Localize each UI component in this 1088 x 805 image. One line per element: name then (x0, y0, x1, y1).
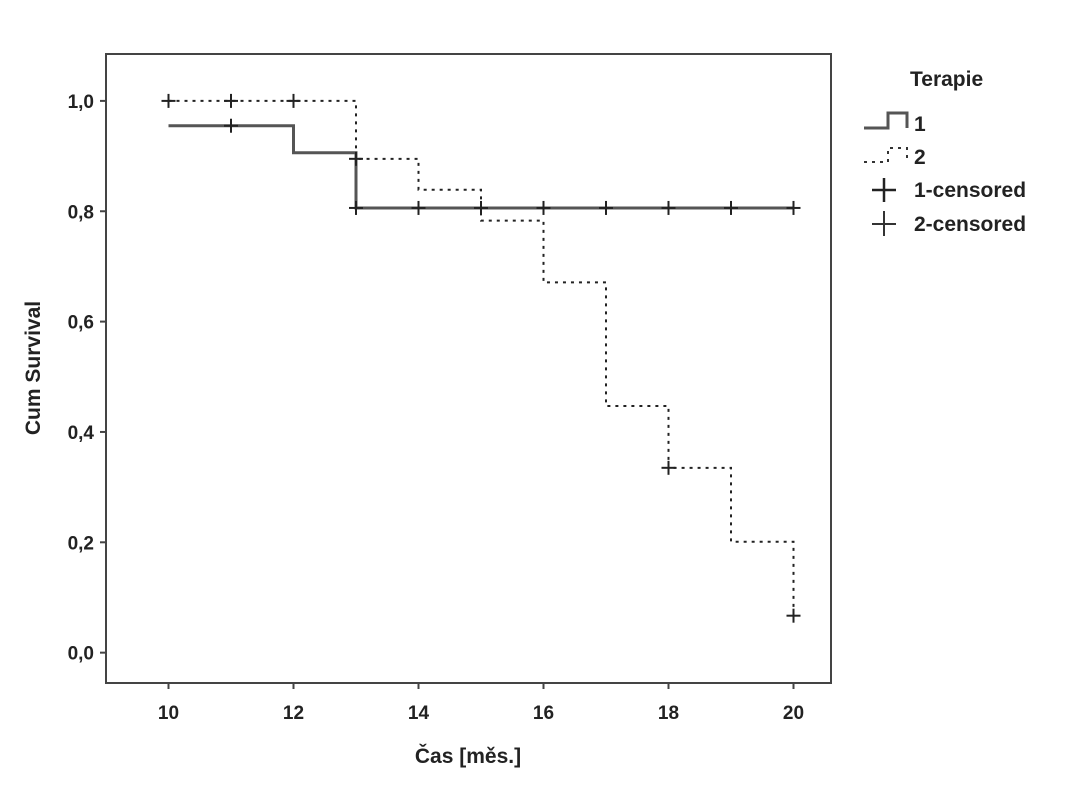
y-tick-label: 0,0 (68, 644, 94, 665)
series-2-censor-mark (661, 460, 676, 475)
legend-swatch-series-1 (864, 111, 909, 130)
legend-censor-mark-2 (872, 211, 896, 236)
series-1-censor-mark (411, 200, 426, 215)
series-1-censor-mark (536, 200, 551, 215)
y-axis-label: Cum Survival (22, 301, 45, 435)
legend-label-series-1: 1 (914, 113, 926, 136)
y-tick-label: 1,0 (68, 92, 94, 113)
series-layer (168, 99, 795, 616)
legend-title: Terapie (910, 68, 983, 91)
series-1-censor-mark (786, 200, 801, 215)
series-1-censor-mark (224, 118, 238, 133)
x-axis-label: Čas [měs.] (415, 744, 521, 768)
x-tick-label: 10 (158, 703, 179, 724)
series-1-censor-mark (724, 200, 738, 215)
series-1-censor-mark (349, 200, 363, 215)
legend: Terapie 1 2 1-censored 2-censored (864, 68, 1026, 236)
series-2-line (168, 99, 795, 616)
series-1-line (168, 124, 794, 210)
y-tick-label: 0,2 (68, 533, 94, 554)
x-tick-label: 16 (533, 703, 554, 724)
legend-censor-mark-1 (872, 178, 896, 202)
x-tick-label: 14 (408, 703, 430, 724)
plot-area-frame (105, 53, 832, 684)
series-2-censor-mark (161, 93, 176, 108)
x-tick-label: 20 (783, 703, 804, 724)
series-1-censor-mark (474, 200, 488, 215)
series-2-censor-mark (349, 151, 363, 166)
legend-label-censored-1: 1-censored (914, 179, 1026, 202)
series-1-censor-mark (661, 200, 676, 215)
series-2-censor-mark (786, 608, 801, 623)
x-tick-label: 18 (658, 703, 679, 724)
legend-swatch-series-2 (864, 147, 908, 163)
y-axis: 0,0 0,2 0,4 0,6 0,8 1,0 (68, 92, 106, 665)
series-2-censor-mark (286, 93, 301, 108)
y-tick-label: 0,8 (68, 202, 94, 223)
x-tick-label: 12 (283, 703, 304, 724)
series-1-censor-mark (599, 200, 613, 215)
x-axis: 10 12 14 16 18 20 (158, 683, 804, 724)
y-tick-label: 0,6 (68, 313, 94, 334)
legend-label-censored-2: 2-censored (914, 213, 1026, 236)
censor-marks-layer (161, 93, 801, 623)
y-tick-label: 0,4 (68, 423, 95, 444)
legend-label-series-2: 2 (914, 146, 926, 169)
series-2-censor-mark (224, 93, 238, 108)
